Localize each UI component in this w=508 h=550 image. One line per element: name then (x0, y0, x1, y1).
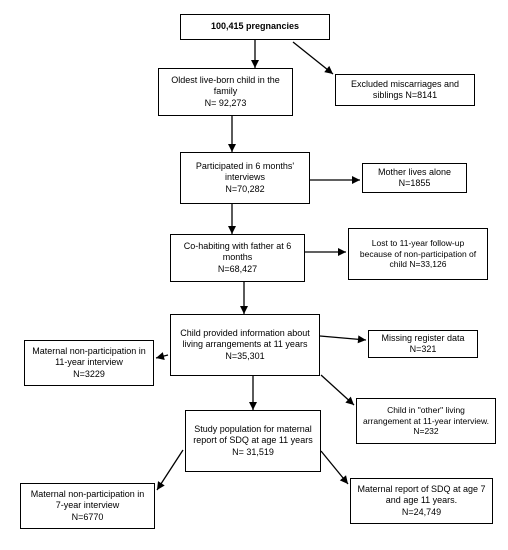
flow-node-n11: Study population for maternal report of … (185, 410, 321, 472)
flow-node-label: Missing register data N=321 (381, 333, 464, 356)
flow-node-n4: Participated in 6 months' interviews N=7… (180, 152, 310, 204)
flow-edge-9 (321, 375, 354, 405)
arrowhead-icon (338, 248, 346, 256)
arrowhead-icon (240, 306, 248, 314)
flow-edge-8 (156, 355, 168, 358)
flow-node-n2: Oldest live-born child in the family N= … (158, 68, 293, 116)
flow-node-label: Oldest live-born child in the family N= … (165, 75, 286, 109)
flow-node-label: Excluded miscarriages and siblings N=814… (342, 79, 468, 102)
flow-node-n5: Mother lives alone N=1855 (362, 163, 467, 193)
flow-edge-11 (157, 450, 183, 490)
flow-node-label: Mother lives alone N=1855 (378, 167, 451, 190)
flow-node-label: Maternal non-participation in 7-year int… (27, 489, 148, 523)
flow-node-n1: 100,415 pregnancies (180, 14, 330, 40)
flow-node-label: Maternal non-participation in 11-year in… (31, 346, 147, 380)
arrowhead-icon (157, 481, 165, 490)
flow-node-label: Participated in 6 months' interviews N=7… (187, 161, 303, 195)
flow-node-n10: Maternal non-participation in 11-year in… (24, 340, 154, 386)
arrowhead-icon (340, 475, 348, 484)
flow-node-n6: Co-habiting with father at 6 months N=68… (170, 234, 305, 282)
arrowhead-icon (249, 402, 257, 410)
flow-node-n12: Child in "other" living arrangement at 1… (356, 398, 496, 444)
flow-node-n9: Missing register data N=321 (368, 330, 478, 358)
arrowhead-icon (324, 66, 333, 74)
flow-node-n7: Lost to 11-year follow-up because of non… (348, 228, 488, 280)
flow-node-label: Co-habiting with father at 6 months N=68… (177, 241, 298, 275)
arrowhead-icon (228, 144, 236, 152)
flow-node-label: 100,415 pregnancies (211, 21, 299, 32)
arrowhead-icon (352, 176, 360, 184)
flow-node-label: Maternal report of SDQ at age 7 and age … (357, 484, 486, 518)
flow-edge-1 (293, 42, 333, 74)
flow-edge-7 (320, 336, 366, 340)
flow-node-n13: Maternal non-participation in 7-year int… (20, 483, 155, 529)
arrowhead-icon (156, 352, 165, 360)
flowchart-canvas: 100,415 pregnancies Oldest live-born chil… (0, 0, 508, 550)
flow-node-label: Lost to 11-year follow-up because of non… (355, 238, 481, 270)
arrowhead-icon (251, 60, 259, 68)
flow-node-n3: Excluded miscarriages and siblings N=814… (335, 74, 475, 106)
flow-node-label: Child in "other" living arrangement at 1… (363, 405, 489, 437)
flow-edge-12 (321, 451, 348, 484)
arrowhead-icon (358, 335, 366, 343)
arrowhead-icon (345, 397, 354, 405)
flow-node-label: Study population for maternal report of … (192, 424, 314, 458)
flow-node-n14: Maternal report of SDQ at age 7 and age … (350, 478, 493, 524)
flow-node-label: Child provided information about living … (177, 328, 313, 362)
flow-node-n8: Child provided information about living … (170, 314, 320, 376)
arrowhead-icon (228, 226, 236, 234)
